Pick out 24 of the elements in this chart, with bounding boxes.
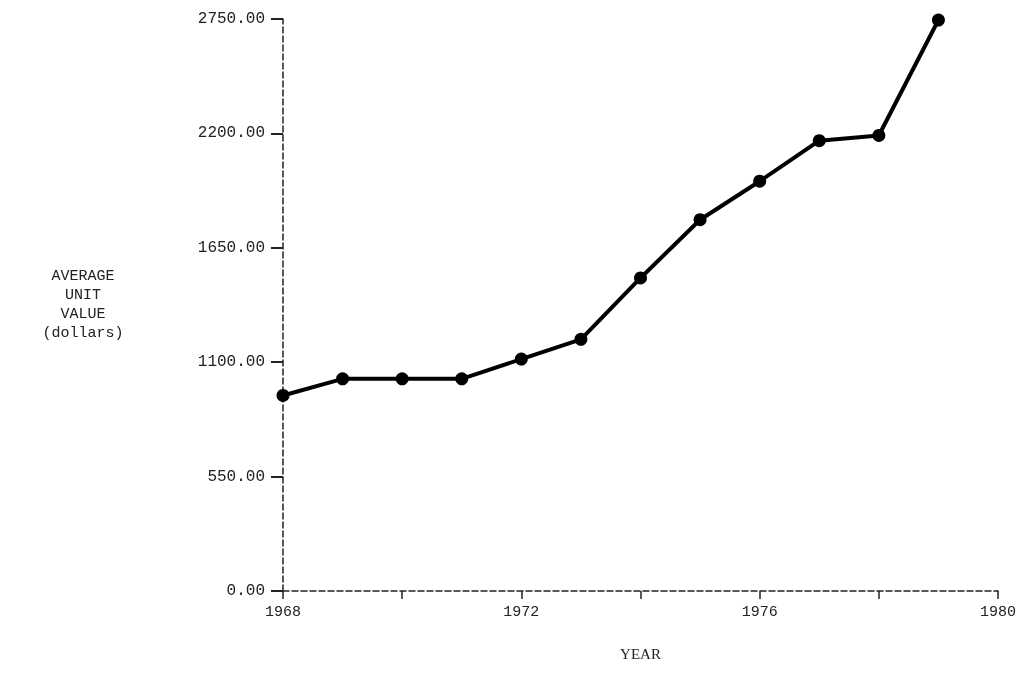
y-tick-label: 0.00 <box>226 582 265 600</box>
point <box>812 134 826 148</box>
y-tick-label: 2750.00 <box>197 10 265 28</box>
point <box>634 271 647 285</box>
point <box>276 388 290 402</box>
point <box>931 13 945 27</box>
y-tick-label: 1650.00 <box>197 238 265 257</box>
x-tick-label: 1968 <box>264 604 302 621</box>
point <box>574 332 588 346</box>
point <box>336 372 350 386</box>
y-tick-label: 1100.00 <box>197 353 265 372</box>
y-tick-label: 2200.00 <box>197 124 265 143</box>
point <box>872 128 886 142</box>
x-tick-label: 1980 <box>979 604 1017 621</box>
point <box>693 213 707 227</box>
y-axis-title: AVERAGE UNIT VALUE (dollars) <box>42 268 124 342</box>
point <box>395 372 409 386</box>
point <box>514 352 528 366</box>
point <box>455 372 469 386</box>
x-tick-label: 1972 <box>503 604 540 621</box>
point <box>753 174 767 188</box>
y-tick-label: 550.00 <box>207 467 265 486</box>
x-tick-label: 1976 <box>741 604 778 621</box>
x-axis-title: YEAR <box>620 645 661 662</box>
